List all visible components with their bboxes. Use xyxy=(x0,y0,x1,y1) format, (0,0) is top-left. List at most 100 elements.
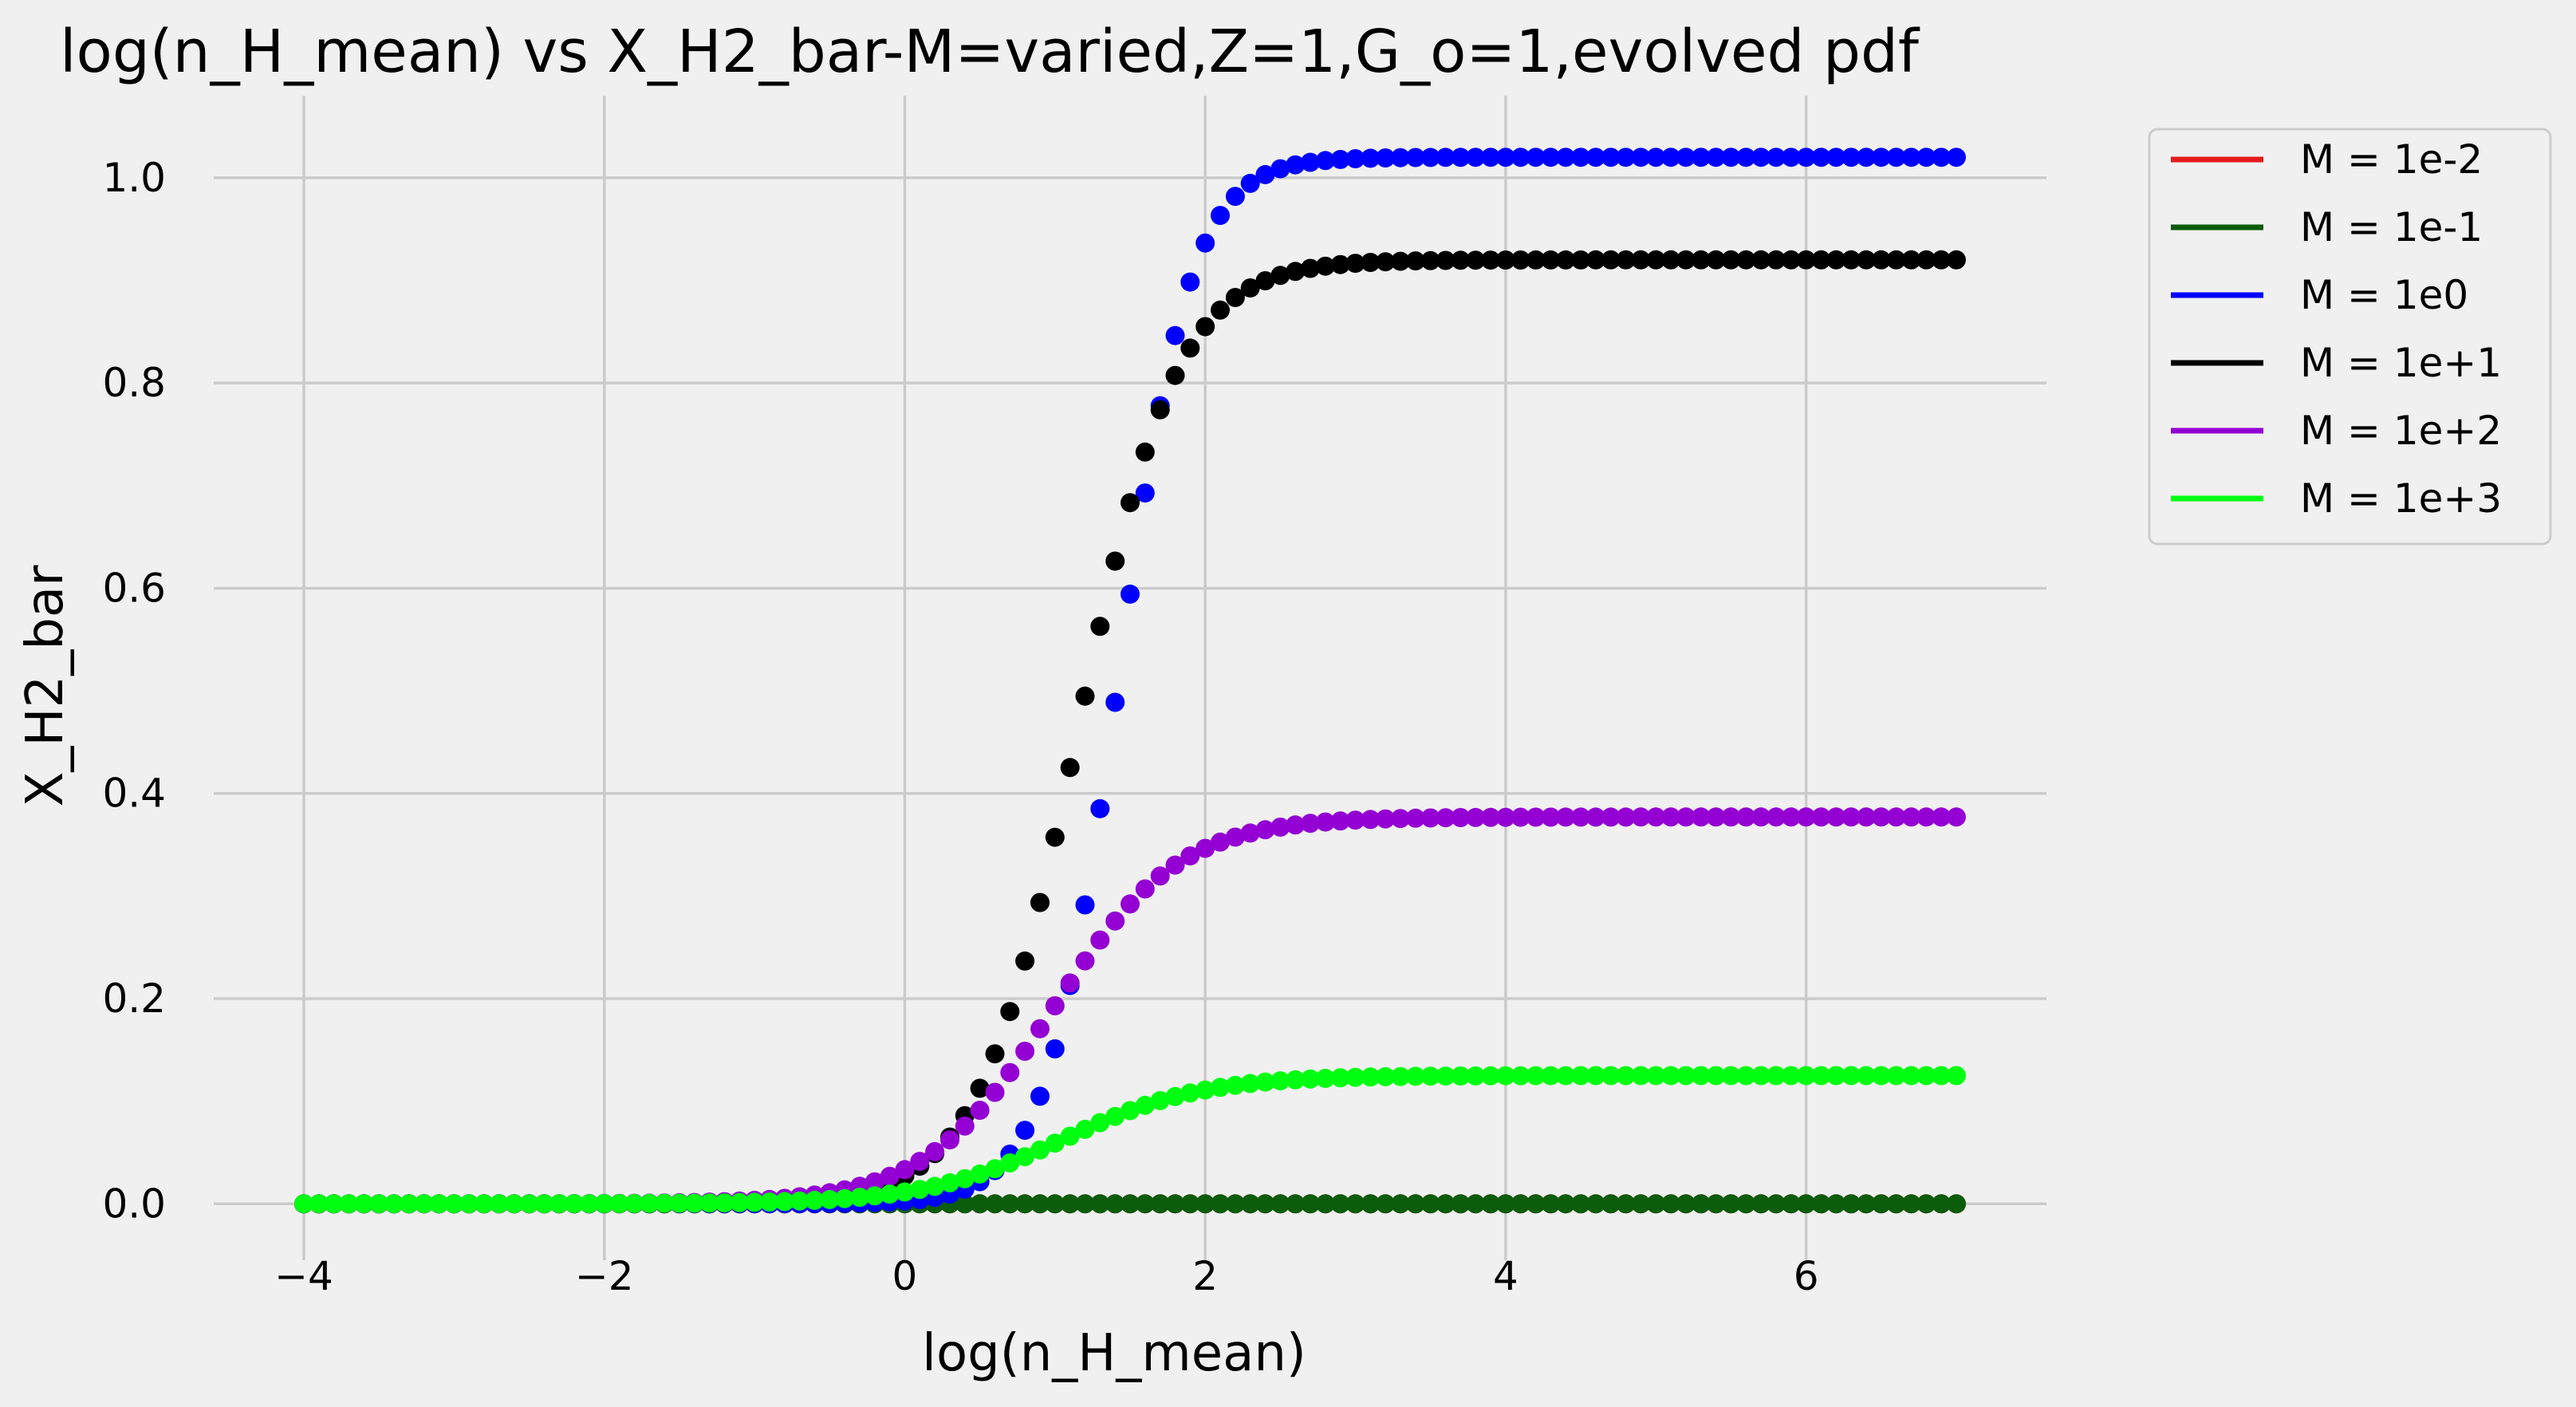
data-point xyxy=(970,1194,990,1214)
data-point xyxy=(1436,148,1455,168)
data-point xyxy=(1180,272,1200,292)
data-point xyxy=(1932,148,1952,168)
legend-label: M = 1e-2 xyxy=(2300,136,2483,183)
data-point xyxy=(1676,148,1696,168)
data-point xyxy=(940,1130,959,1150)
data-point xyxy=(1060,758,1080,778)
series-6 xyxy=(294,1066,1966,1214)
data-point xyxy=(1420,148,1440,168)
data-point xyxy=(1391,1194,1410,1214)
data-point xyxy=(1631,807,1651,827)
data-point xyxy=(1376,809,1396,829)
data-point xyxy=(1767,807,1786,827)
data-point xyxy=(1376,1066,1396,1086)
data-point xyxy=(1796,1066,1816,1086)
y-axis-label: X_H2_bar xyxy=(16,565,75,807)
data-point xyxy=(1676,1194,1696,1214)
legend-label: M = 1e+2 xyxy=(2300,408,2502,454)
data-point xyxy=(1420,1194,1440,1214)
data-point xyxy=(1736,1194,1756,1214)
data-point xyxy=(1556,250,1576,270)
data-point xyxy=(925,1176,945,1196)
data-point xyxy=(1556,1194,1576,1214)
data-point xyxy=(1165,1086,1185,1106)
data-point xyxy=(1060,1126,1080,1146)
data-point xyxy=(1691,1066,1711,1086)
data-point xyxy=(1121,894,1140,914)
data-point xyxy=(1947,1066,1966,1086)
data-point xyxy=(1301,1069,1320,1089)
data-point xyxy=(1886,807,1906,827)
data-point xyxy=(1000,1153,1020,1172)
data-points xyxy=(294,148,1966,1214)
data-point xyxy=(1240,1074,1260,1094)
data-point xyxy=(339,1194,359,1214)
data-point xyxy=(1691,250,1711,270)
data-point xyxy=(1090,617,1110,636)
data-point xyxy=(1225,827,1245,847)
data-point xyxy=(1451,1194,1471,1214)
data-point xyxy=(1886,1066,1906,1086)
data-point xyxy=(640,1193,660,1213)
data-point xyxy=(1150,1194,1170,1214)
y-tick-label: 0.0 xyxy=(102,1180,166,1227)
data-point xyxy=(459,1194,479,1214)
data-point xyxy=(1511,1066,1530,1086)
data-point xyxy=(1857,807,1876,827)
data-point xyxy=(1495,148,1515,168)
data-point xyxy=(369,1194,389,1214)
data-point xyxy=(489,1194,509,1214)
data-point xyxy=(1646,807,1666,827)
data-point xyxy=(655,1193,675,1213)
data-point xyxy=(1826,1194,1846,1214)
data-point xyxy=(1090,930,1110,950)
data-point xyxy=(1361,148,1381,168)
data-point xyxy=(1345,1067,1365,1087)
data-point xyxy=(805,1190,825,1210)
data-point xyxy=(1225,1194,1245,1214)
data-point xyxy=(970,1101,990,1120)
data-point xyxy=(1180,1083,1200,1103)
data-point xyxy=(1541,148,1561,168)
data-point xyxy=(1270,818,1290,837)
data-point xyxy=(1947,148,1966,168)
data-point xyxy=(594,1194,614,1213)
data-point xyxy=(1585,1194,1605,1214)
data-point xyxy=(1405,808,1425,828)
data-point xyxy=(1436,1066,1455,1086)
data-point xyxy=(565,1194,585,1214)
data-point xyxy=(1916,250,1936,270)
data-point xyxy=(1676,250,1696,270)
data-point xyxy=(1495,807,1515,827)
data-point xyxy=(1315,151,1335,171)
data-point xyxy=(1180,1194,1200,1214)
data-point xyxy=(1541,250,1561,270)
data-point xyxy=(1661,148,1681,168)
data-point xyxy=(1466,1194,1486,1214)
data-point xyxy=(1511,148,1530,168)
data-point xyxy=(1706,1066,1726,1086)
data-point xyxy=(970,1164,990,1184)
data-point xyxy=(1601,1066,1621,1086)
data-point xyxy=(1901,1066,1921,1086)
data-point xyxy=(1135,483,1155,503)
data-point xyxy=(730,1192,750,1212)
data-point xyxy=(1361,253,1381,272)
data-point xyxy=(925,1141,945,1161)
data-point xyxy=(1736,1066,1756,1086)
data-point xyxy=(1045,827,1065,847)
data-point xyxy=(1195,838,1215,858)
data-point xyxy=(1045,1194,1065,1214)
data-point xyxy=(1270,159,1290,179)
data-point xyxy=(1616,1066,1636,1086)
data-point xyxy=(1796,1194,1816,1214)
data-point xyxy=(910,1152,930,1172)
data-point xyxy=(1436,250,1455,270)
data-point xyxy=(1466,1066,1486,1086)
grid xyxy=(214,96,2046,1260)
data-point xyxy=(1932,1194,1952,1214)
data-point xyxy=(1301,258,1320,278)
data-point xyxy=(504,1194,524,1214)
data-point xyxy=(1511,807,1530,827)
data-point xyxy=(1090,1194,1110,1214)
